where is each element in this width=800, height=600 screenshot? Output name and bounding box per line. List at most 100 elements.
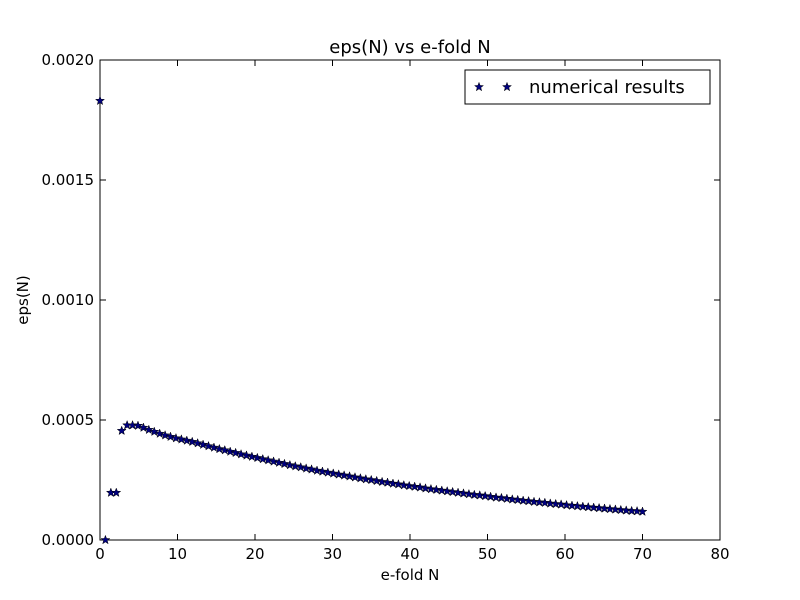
data-point [273, 457, 285, 468]
legend: numerical results [464, 69, 711, 105]
data-point [241, 450, 252, 460]
data-point [160, 430, 171, 440]
data-point [154, 428, 165, 438]
data-point [398, 479, 409, 490]
x-axis-label: e-fold N [381, 566, 440, 584]
data-point [219, 444, 230, 455]
data-point [377, 476, 388, 487]
data-point [458, 488, 469, 498]
data-point [637, 506, 648, 516]
data-point [463, 488, 474, 499]
y-tick-label: 0.0015 [42, 171, 95, 189]
data-point [501, 493, 512, 504]
data-point [469, 489, 480, 500]
data-point [534, 496, 545, 507]
x-tick-label: 10 [168, 545, 187, 563]
data-point [599, 503, 610, 513]
data-point [490, 492, 502, 502]
data-point [566, 500, 578, 510]
data-point [577, 501, 588, 511]
data-point [165, 431, 176, 442]
data-point [230, 447, 241, 458]
data-markers [94, 95, 648, 545]
legend-marker [473, 81, 513, 92]
data-point [311, 465, 323, 475]
plot-area [99, 59, 721, 541]
data-point [615, 504, 626, 515]
data-point [610, 504, 621, 514]
data-point [116, 425, 127, 436]
data-point [528, 496, 540, 507]
data-point [181, 435, 192, 445]
data-point [295, 461, 306, 472]
data-point [382, 477, 393, 487]
data-point [415, 482, 426, 492]
data-point [143, 424, 154, 435]
data-point [594, 502, 605, 513]
data-point [268, 456, 279, 466]
data-point [328, 468, 339, 478]
y-tick-label: 0.0000 [42, 531, 95, 549]
data-point [507, 494, 518, 504]
data-point [572, 500, 583, 511]
data-point [257, 453, 268, 464]
x-tick-label: 60 [555, 545, 574, 563]
data-point [149, 426, 160, 437]
data-point [284, 459, 295, 470]
data-point [561, 499, 572, 510]
x-axis-ticks: 0 10 20 30 40 50 60 70 80 [95, 60, 730, 563]
data-point [436, 485, 447, 495]
data-point [404, 480, 415, 491]
data-point [632, 505, 643, 516]
data-point [588, 502, 599, 512]
data-point [474, 490, 485, 500]
data-point [235, 448, 247, 459]
y-tick-label: 0.0020 [42, 51, 95, 69]
data-point [420, 483, 431, 493]
y-tick-label: 0.0010 [42, 291, 95, 309]
data-point [387, 478, 399, 488]
data-point [187, 436, 198, 447]
data-point [355, 472, 366, 483]
data-point [442, 485, 453, 496]
plot-frame [99, 59, 721, 541]
data-point [545, 498, 556, 508]
data-point [409, 481, 420, 492]
data-point [339, 470, 350, 480]
data-point [393, 478, 404, 489]
data-point [225, 446, 236, 456]
data-point [556, 499, 567, 509]
data-point [279, 458, 290, 469]
x-tick-label: 30 [323, 545, 342, 563]
data-point [621, 505, 632, 515]
data-point [208, 442, 219, 452]
data-point [447, 486, 458, 497]
x-tick-label: 40 [400, 545, 419, 563]
data-point [301, 463, 312, 473]
data-point [371, 475, 382, 486]
data-point [344, 471, 355, 481]
y-axis-label: eps(N) [14, 275, 32, 325]
data-point [431, 484, 442, 495]
data-point [523, 495, 534, 506]
data-point [132, 420, 144, 431]
legend-label: numerical results [529, 77, 685, 98]
data-point [317, 466, 328, 476]
x-tick-label: 20 [245, 545, 264, 563]
data-point [496, 492, 507, 503]
data-point [550, 498, 561, 509]
data-point [94, 95, 106, 106]
data-point [539, 497, 550, 508]
x-tick-label: 70 [633, 545, 652, 563]
data-point [263, 454, 274, 465]
data-point [138, 422, 149, 432]
data-point [100, 534, 111, 545]
chart-title: eps(N) vs e-fold N [329, 37, 490, 58]
data-point [111, 487, 122, 498]
data-point [518, 495, 529, 505]
data-point [360, 473, 371, 484]
y-tick-label: 0.0005 [42, 411, 95, 429]
data-point [176, 434, 187, 444]
data-point [322, 467, 333, 477]
